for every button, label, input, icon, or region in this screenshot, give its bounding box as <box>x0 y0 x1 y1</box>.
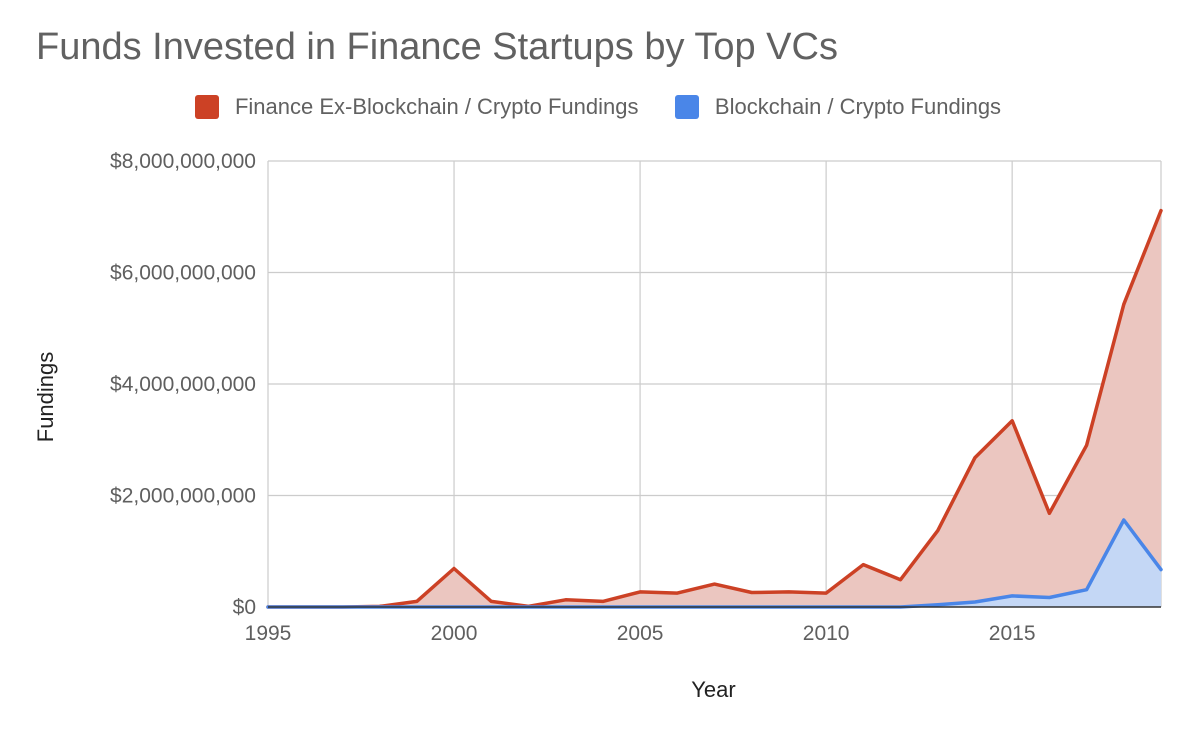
legend: Finance Ex-Blockchain / Crypto Fundings … <box>0 94 1196 124</box>
x-tick-label: 2010 <box>803 622 850 645</box>
y-tick-label: $0 <box>233 596 256 619</box>
legend-swatch-blockchain <box>674 95 699 119</box>
series-area-0 <box>268 210 1161 607</box>
y-tick-label: $8,000,000,000 <box>110 150 256 173</box>
legend-swatch-finance <box>194 95 219 119</box>
series-areas <box>268 210 1161 607</box>
legend-label-blockchain: Blockchain / Crypto Fundings <box>714 94 1002 119</box>
legend-item-blockchain[interactable]: Blockchain / Crypto Fundings <box>674 94 1002 120</box>
legend-item-finance[interactable]: Finance Ex-Blockchain / Crypto Fundings <box>194 94 639 120</box>
x-tick-label: 2005 <box>617 622 664 645</box>
x-tick-label: 2015 <box>989 622 1036 645</box>
x-axis-title: Year <box>691 677 735 702</box>
y-axis-title: Fundings <box>33 352 58 443</box>
legend-label-finance: Finance Ex-Blockchain / Crypto Fundings <box>234 94 639 119</box>
chart-title: Funds Invested in Finance Startups by To… <box>36 26 838 68</box>
series-area-1 <box>268 520 1161 607</box>
y-tick-label: $4,000,000,000 <box>110 373 256 396</box>
x-tick-label: 2000 <box>431 622 478 645</box>
x-tick-label: 1995 <box>245 622 292 645</box>
y-tick-label: $2,000,000,000 <box>110 485 256 508</box>
y-tick-label: $6,000,000,000 <box>110 262 256 285</box>
axes: $0 $2,000,000,000 $4,000,000,000 $6,000,000… <box>110 150 1161 645</box>
series-line-0[interactable] <box>266 208 1163 609</box>
